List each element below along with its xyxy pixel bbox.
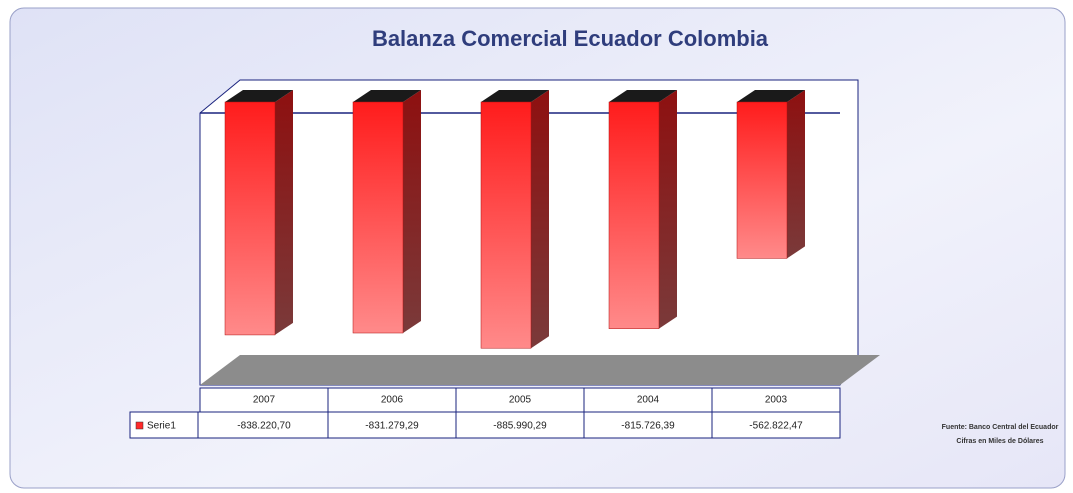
- bar-top: [225, 90, 293, 102]
- table-header: [199, 387, 841, 413]
- value-label: -831.279,29: [365, 421, 419, 432]
- value-label: -815.726,39: [621, 421, 675, 432]
- x-tick-label: 2003: [765, 395, 788, 406]
- legend-swatch: [135, 421, 144, 430]
- bar: [352, 101, 404, 334]
- bar-top: [609, 90, 677, 102]
- bar: [480, 101, 532, 349]
- bar-side: [787, 90, 805, 259]
- x-tick-label: 2004: [637, 395, 660, 406]
- bar-side: [403, 90, 421, 334]
- legend-label: Serie1: [147, 421, 176, 432]
- bar: [224, 101, 276, 336]
- value-label: -885.990,29: [493, 421, 547, 432]
- plot-floor: [200, 355, 880, 385]
- x-tick-label: 2005: [509, 395, 532, 406]
- bar-side: [659, 90, 677, 329]
- bar-top: [481, 90, 549, 102]
- annotation: Cifras en Miles de Dólares: [956, 438, 1043, 445]
- bar: [736, 101, 788, 259]
- bar-top: [353, 90, 421, 102]
- chart-title: Balanza Comercial Ecuador Colombia: [372, 26, 769, 51]
- table-row: [129, 411, 841, 439]
- x-tick-label: 2007: [253, 395, 276, 406]
- bar-side: [275, 90, 293, 335]
- x-tick-label: 2006: [381, 395, 404, 406]
- value-label: -838.220,70: [237, 421, 291, 432]
- bar-top: [737, 90, 805, 102]
- bar: [608, 101, 660, 329]
- annotation: Fuente: Banco Central del Ecuador: [942, 424, 1059, 431]
- bar-side: [531, 90, 549, 349]
- value-label: -562.822,47: [749, 421, 803, 432]
